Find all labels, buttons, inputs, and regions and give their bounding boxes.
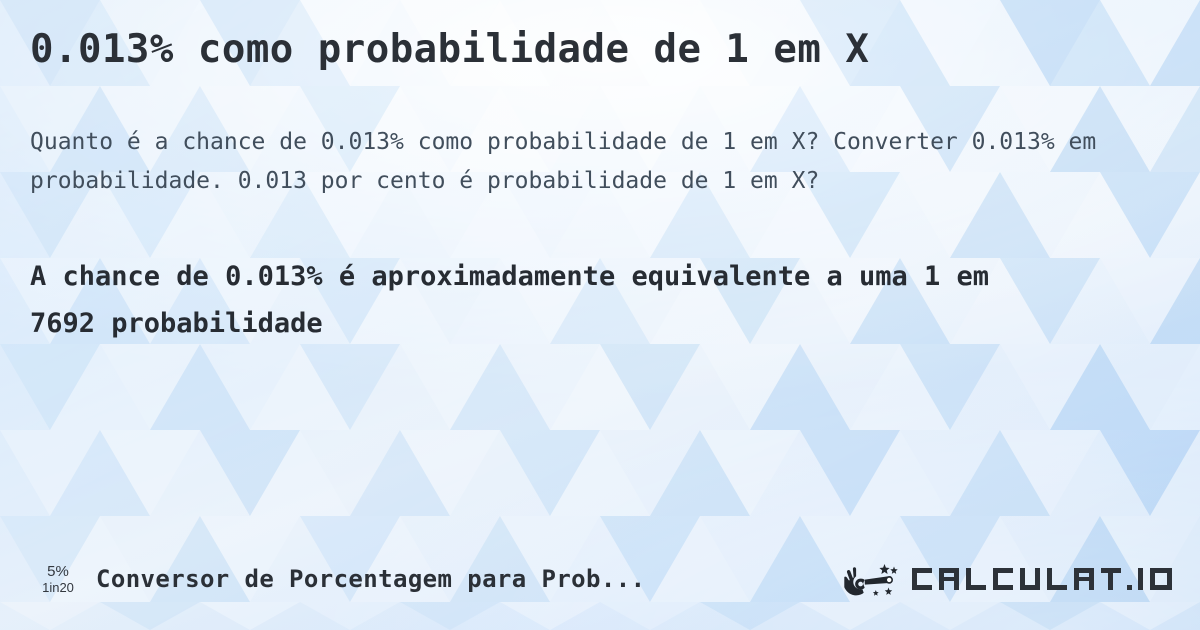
page-title: 0.013% como probabilidade de 1 em X — [30, 27, 870, 72]
question-paragraph: Quanto é a chance de 0.013% como probabi… — [30, 129, 1097, 194]
brand-wordmark — [912, 568, 1172, 590]
badge-percent-label: 5% — [47, 562, 69, 580]
badge-odds-label: 1in20 — [42, 579, 74, 595]
brand-logo[interactable] — [844, 559, 1178, 599]
footer-bar: 5% 1in20 Conversor de Porcentagem para P… — [30, 556, 1178, 602]
answer-statement: A chance de 0.013% é aproximadamente equ… — [30, 261, 990, 339]
percent-to-odds-icon: 5% 1in20 — [30, 563, 86, 596]
tool-name: Conversor de Porcentagem para Prob... — [96, 565, 646, 593]
magic-wand-hand-icon — [844, 564, 898, 596]
